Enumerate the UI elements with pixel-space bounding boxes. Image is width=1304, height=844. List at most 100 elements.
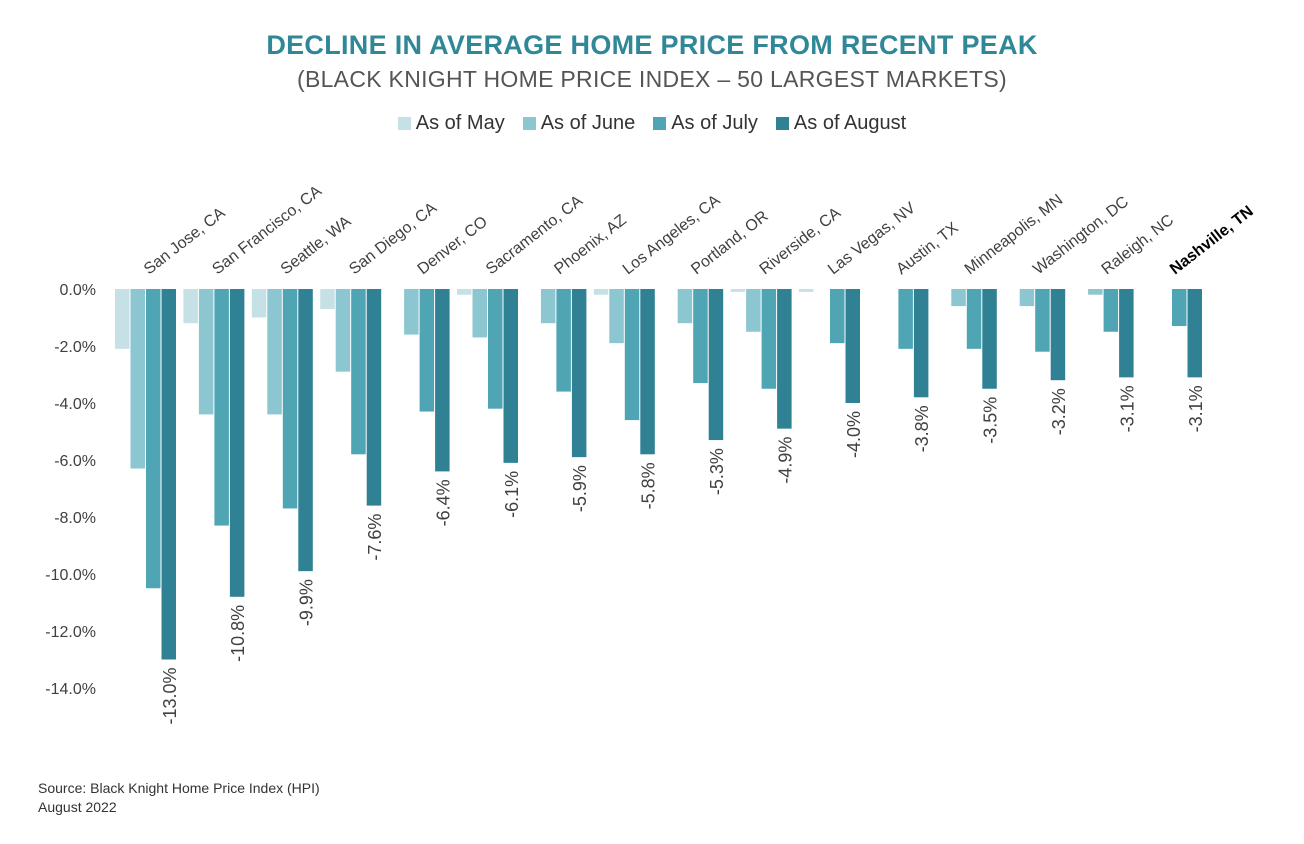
data-label: -3.1% — [1186, 385, 1206, 432]
y-axis-ticks: 0.0% -2.0% -4.0% -6.0% -8.0% -10.0% -12.0% -14.… — [45, 282, 96, 698]
bar — [1187, 289, 1202, 378]
bar — [540, 289, 556, 324]
bar — [761, 289, 777, 389]
legend-swatch-july — [653, 117, 667, 130]
data-label: -3.5% — [981, 397, 1001, 444]
legend-swatch-june — [522, 117, 536, 130]
bar — [1035, 289, 1050, 352]
bar — [503, 289, 518, 463]
data-label: -7.6% — [365, 514, 385, 561]
category-label: Nashville, TN — [1167, 203, 1257, 278]
legend-label-may: As of May — [415, 112, 505, 134]
source-note: Source: Black Knight Home Price Index (H… — [38, 779, 320, 817]
data-label: -5.8% — [639, 462, 659, 509]
data-label: -5.9% — [570, 465, 590, 512]
bar — [457, 289, 472, 295]
bar — [183, 289, 198, 324]
bar — [351, 289, 366, 455]
chart-subtitle: (BLACK KNIGHT HOME PRICE INDEX – 50 LARG… — [296, 66, 1008, 92]
bar — [320, 289, 335, 309]
bar — [708, 289, 724, 441]
bar — [730, 289, 746, 292]
y-tick-label: -6.0% — [54, 453, 96, 470]
bar — [298, 289, 313, 572]
data-label: -13.0% — [160, 668, 180, 725]
bar — [472, 289, 487, 338]
bar — [115, 289, 130, 349]
bar — [229, 289, 245, 597]
bar — [419, 289, 435, 412]
bar — [777, 289, 792, 429]
y-tick-label: -10.0% — [45, 567, 96, 584]
bars — [115, 289, 1202, 660]
data-label: -3.2% — [1049, 388, 1069, 435]
bar — [198, 289, 214, 415]
data-label: -4.0% — [844, 411, 864, 458]
bar — [982, 289, 997, 389]
bar — [366, 289, 382, 506]
bar — [799, 289, 814, 292]
data-label: -3.1% — [1117, 385, 1137, 432]
chart-title: DECLINE IN AVERAGE HOME PRICE FROM RECEN… — [266, 30, 1038, 60]
bar — [161, 289, 176, 660]
legend-item-may: As of May — [397, 112, 505, 135]
bar — [1103, 289, 1119, 332]
bar — [624, 289, 640, 421]
data-label: -6.1% — [502, 471, 522, 518]
data-labels: -13.0% -10.8% -9.9% -7.6% -6.4% -6.1% -5.9% -5.… — [160, 385, 1206, 724]
data-label: -6.4% — [433, 479, 453, 526]
y-tick-label: 0.0% — [60, 282, 96, 299]
bar — [830, 289, 845, 344]
bar — [571, 289, 587, 458]
bar — [1119, 289, 1134, 378]
source-date: August 2022 — [38, 799, 117, 815]
y-tick-label: -14.0% — [45, 681, 96, 698]
legend-item-august: As of August — [775, 112, 907, 135]
bar — [640, 289, 655, 455]
bar — [966, 289, 982, 349]
y-tick-label: -12.0% — [45, 624, 96, 641]
bar — [130, 289, 145, 469]
legend-label-july: As of July — [671, 112, 758, 134]
bar — [146, 289, 161, 589]
data-label: -4.9% — [775, 437, 795, 484]
legend: As of May As of June As of July As of Au… — [0, 112, 1304, 135]
bar — [251, 289, 267, 318]
bar — [609, 289, 624, 344]
source-line: Source: Black Knight Home Price Index (H… — [38, 780, 320, 796]
bar — [845, 289, 860, 403]
bar — [1050, 289, 1066, 381]
bar — [693, 289, 708, 384]
bar — [267, 289, 282, 415]
data-label: -3.8% — [912, 405, 932, 452]
y-tick-label: -2.0% — [54, 339, 96, 356]
bar — [593, 289, 609, 295]
bar — [951, 289, 966, 307]
y-tick-label: -4.0% — [54, 396, 96, 413]
bar — [335, 289, 351, 372]
data-label: -9.9% — [297, 579, 317, 626]
data-label: -10.8% — [228, 605, 248, 662]
bar — [282, 289, 298, 509]
bar — [556, 289, 571, 392]
bar — [404, 289, 419, 335]
legend-label-august: As of August — [793, 112, 907, 134]
legend-swatch-august — [775, 117, 789, 130]
bar — [898, 289, 913, 349]
bar — [677, 289, 693, 324]
data-label: -5.3% — [707, 448, 727, 495]
bar — [913, 289, 929, 398]
bar — [488, 289, 503, 409]
category-label: Austin, TX — [893, 219, 962, 278]
legend-label-june: As of June — [540, 112, 636, 134]
bar — [1019, 289, 1035, 307]
y-tick-label: -8.0% — [54, 510, 96, 527]
legend-item-june: As of June — [522, 112, 636, 135]
legend-item-july: As of July — [653, 112, 758, 135]
bar — [1088, 289, 1103, 295]
bar — [1172, 289, 1187, 327]
legend-swatch-may — [397, 117, 411, 130]
category-label: San Francisco, CA — [209, 182, 325, 278]
